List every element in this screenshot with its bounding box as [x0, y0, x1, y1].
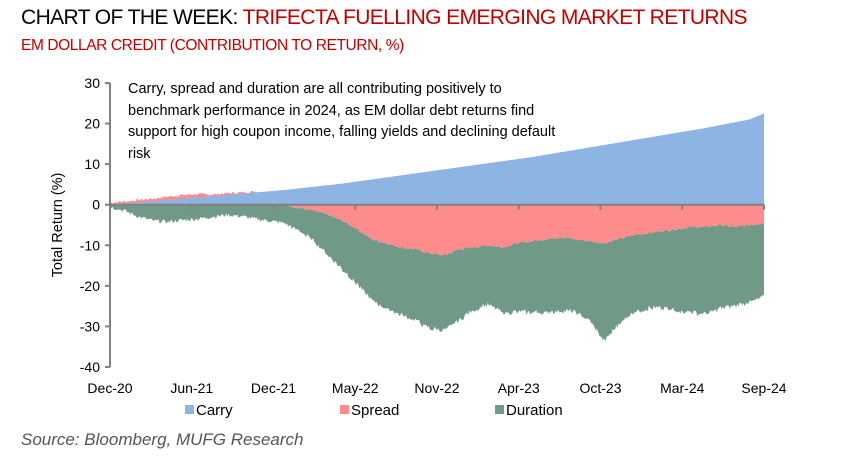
- legend-label-carry: Carry: [196, 402, 233, 419]
- title-prefix: CHART OF THE WEEK:: [21, 6, 243, 29]
- legend-swatch-carry: [185, 405, 194, 414]
- y-tick-label: 10: [84, 156, 100, 172]
- legend: Carry Spread Duration: [185, 402, 563, 419]
- x-tick-label: Oct-23: [579, 380, 621, 396]
- legend-swatch-spread: [340, 405, 349, 414]
- y-tick-label: -10: [80, 237, 100, 253]
- legend-label-spread: Spread: [351, 402, 399, 419]
- legend-label-duration: Duration: [506, 402, 563, 419]
- source-note: Source: Bloomberg, MUFG Research: [21, 430, 304, 449]
- axes: [105, 82, 765, 368]
- area-spread-negative: [110, 204, 764, 256]
- y-axis-label: Total Return (%): [50, 173, 66, 278]
- x-tick-labels: Dec-20 Jun-21 Dec-21 May-22 Nov-22 Apr-23 Oct-…: [87, 380, 786, 396]
- plot-areas: [110, 113, 764, 341]
- y-tick-label: 30: [84, 75, 100, 91]
- x-tick-label: Sep-24: [741, 380, 786, 396]
- y-tick-labels: 30 20 10 0 -10 -20 -30 -40: [80, 75, 100, 375]
- title-main: TRIFECTA FUELLING EMERGING MARKET RETURN…: [242, 6, 748, 29]
- legend-swatch-duration: [495, 405, 504, 414]
- chart-subtitle: EM DOLLAR CREDIT (CONTRIBUTION TO RETURN…: [21, 37, 404, 54]
- x-tick-label: Dec-20: [87, 380, 132, 396]
- y-tick-label: 20: [84, 116, 100, 132]
- x-tick-label: Jun-21: [170, 380, 213, 396]
- y-tick-label: -20: [80, 278, 100, 294]
- y-tick-label: -40: [80, 359, 100, 375]
- x-tick-label: Nov-22: [414, 380, 459, 396]
- chart-title: CHART OF THE WEEK: TRIFECTA FUELLING EME…: [21, 6, 748, 30]
- chart-annotation: Carry, spread and duration are all contr…: [128, 81, 556, 162]
- x-tick-label: Mar-24: [660, 380, 705, 396]
- area-carry-overlay: [110, 113, 764, 205]
- x-tick-label: May-22: [332, 380, 379, 396]
- y-tick-label: -30: [80, 318, 100, 334]
- x-tick-label: Dec-21: [251, 380, 296, 396]
- x-tick-label: Apr-23: [498, 380, 540, 396]
- area-duration: [110, 204, 764, 341]
- y-tick-label: 0: [92, 197, 100, 213]
